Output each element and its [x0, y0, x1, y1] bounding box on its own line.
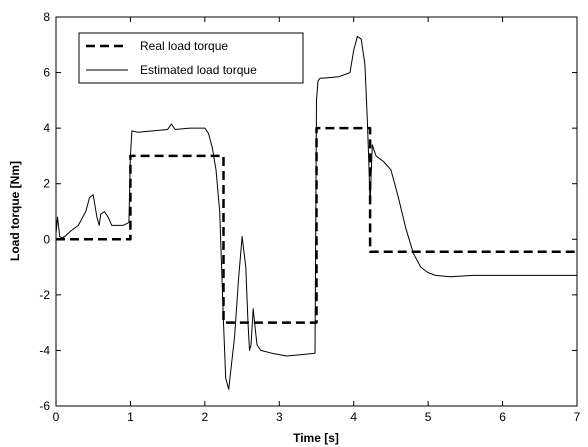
x-tick-label: 0 [53, 410, 60, 424]
y-tick-label: -6 [39, 399, 50, 413]
ticks: 0 1 2 3 4 5 6 7 -6 -4 -2 0 2 4 6 8 [39, 10, 580, 424]
legend-label-real: Real load torque [140, 39, 228, 53]
x-tick-label: 1 [127, 410, 134, 424]
x-tick-label: 4 [350, 410, 357, 424]
y-tick-label: 6 [43, 66, 50, 80]
series-line-estimated-load-torque [55, 35, 577, 390]
x-tick-label: 7 [574, 410, 581, 424]
legend-box [78, 32, 304, 84]
y-tick-label: 0 [43, 232, 50, 246]
y-tick-label: 8 [43, 10, 50, 24]
x-tick-label: 2 [202, 410, 209, 424]
x-tick-label: 6 [499, 410, 506, 424]
y-tick-label: 4 [43, 121, 50, 135]
y-axis-label: Load torque [Nm] [8, 161, 22, 261]
x-tick-label: 3 [276, 410, 283, 424]
y-tick-label: -4 [39, 343, 50, 357]
y-tick-label: 2 [43, 177, 50, 191]
y-tick-label: -2 [39, 288, 50, 302]
x-axis-label: Time [s] [293, 431, 339, 445]
x-tick-label: 5 [425, 410, 432, 424]
legend: Real load torque Estimated load torque [78, 32, 304, 84]
series-group [55, 35, 577, 390]
legend-label-estimated: Estimated load torque [140, 63, 257, 77]
